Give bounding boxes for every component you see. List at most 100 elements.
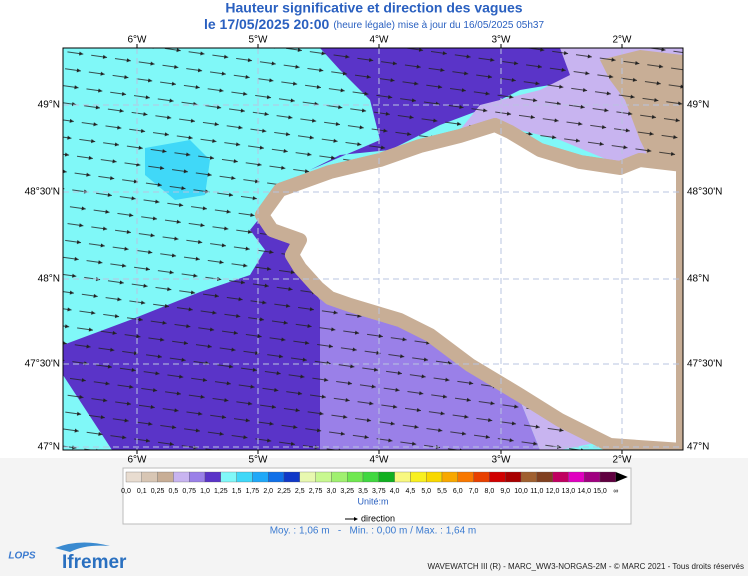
color-swatch	[157, 471, 174, 483]
scale-label: 14,0	[577, 488, 591, 495]
map	[63, 48, 683, 450]
credits: WAVEWATCH III (R) - MARC_WW3-NORGAS-2M -…	[428, 562, 744, 571]
color-swatch	[283, 471, 300, 483]
ifremer-logo: Ifremer	[62, 552, 127, 573]
scale-label: 0,0	[121, 488, 131, 495]
lat-label: 48°30'N	[25, 187, 60, 198]
lat-label: 47°30'N	[25, 359, 60, 370]
lat-label: 47°N	[38, 442, 60, 453]
scale-label: 0,75	[182, 488, 196, 495]
color-swatch	[204, 471, 221, 483]
scale-label: 7,0	[469, 488, 479, 495]
unit: Unité:m	[357, 496, 388, 506]
scale-label: 11,0	[530, 488, 543, 495]
lat-label: 48°N	[687, 274, 709, 285]
map-frame	[62, 47, 684, 451]
scale-label: 0,5	[169, 488, 179, 495]
color-swatch	[141, 471, 158, 483]
color-swatch	[220, 471, 237, 483]
color-swatch	[426, 471, 443, 483]
color-swatch	[378, 471, 395, 483]
color-swatch	[505, 471, 522, 483]
scale-label: 4,5	[406, 488, 416, 495]
color-swatch	[473, 471, 490, 483]
color-swatch	[331, 471, 348, 483]
lon-label: 6°W	[128, 455, 148, 466]
lon-label: 6°W	[128, 35, 148, 46]
color-swatch	[584, 471, 601, 483]
scale-label: 12,0	[546, 488, 560, 495]
color-swatch	[520, 471, 537, 483]
scale-label: 13,0	[562, 488, 576, 495]
title: Hauteur significative et direction des v…	[225, 0, 522, 16]
scale-label: 3,25	[340, 488, 354, 495]
stats: Moy. : 1,06 m - Min. : 0,00 m / Max. : 1…	[270, 526, 477, 537]
lops-logo: LOPS	[8, 551, 36, 562]
lon-label: 5°W	[249, 35, 269, 46]
lon-label: 2°W	[613, 455, 633, 466]
scale-label: 2,75	[309, 488, 323, 495]
legend: 0,0 0,1 0,25 0,5 0,75 1,0 1,25 1,5 1,75 2,0 2,25 2,…	[121, 471, 628, 495]
lat-label: 47°N	[687, 442, 709, 453]
scale-label: 9,0	[500, 488, 510, 495]
direction-label: direction	[361, 513, 395, 523]
ifremer-swoosh	[55, 542, 110, 552]
scale-label: 1,25	[214, 488, 228, 495]
color-swatch	[173, 471, 190, 483]
color-swatch	[410, 471, 427, 483]
lat-label: 49°N	[687, 100, 709, 111]
color-swatch	[536, 471, 553, 483]
color-swatch	[299, 471, 316, 483]
scale-label: 0,25	[151, 488, 165, 495]
scale-label: 4,0	[390, 488, 400, 495]
color-swatch	[599, 471, 616, 483]
direction-arrow-head	[354, 517, 358, 521]
scale-label: 2,5	[295, 488, 305, 495]
scale-label: 10,0	[514, 488, 528, 495]
lat-label: 48°N	[38, 274, 60, 285]
color-swatch	[394, 471, 411, 483]
scale-label: 3,5	[358, 488, 368, 495]
color-swatch	[268, 471, 285, 483]
subtitle: le 17/05/2025 20:00 (heure légale) mise à…	[204, 16, 544, 32]
graticule: 6°W 6°W 5°W 5°W 4°W 4°W 3°W 3°W 2°W 2°W 49°N 49°N 48…	[25, 35, 723, 466]
lat-label: 48°30'N	[687, 187, 722, 198]
color-swatch	[315, 471, 332, 483]
color-swatch	[347, 471, 364, 483]
color-swatch	[489, 471, 506, 483]
lat-label: 49°N	[38, 100, 60, 111]
color-swatch	[552, 471, 569, 483]
overflow-arrow	[615, 472, 628, 482]
scale-label: 5,5	[437, 488, 447, 495]
scale-label: 2,25	[277, 488, 291, 495]
color-swatch	[362, 471, 379, 483]
lon-label: 2°W	[613, 35, 633, 46]
color-swatch	[441, 471, 458, 483]
lat-label: 47°30'N	[687, 359, 722, 370]
scale-label: 3,75	[372, 488, 386, 495]
scale-label: ∞	[613, 488, 618, 495]
date: le 17/05/2025 20:00	[204, 16, 330, 32]
scale-label: 1,5	[232, 488, 242, 495]
lon-label: 3°W	[492, 35, 512, 46]
lon-label: 4°W	[370, 455, 390, 466]
lon-label: 5°W	[249, 455, 269, 466]
scale-label: 15,0	[593, 488, 607, 495]
scale-label: 0,1	[137, 488, 147, 495]
lon-label: 4°W	[370, 35, 390, 46]
lon-label: 3°W	[492, 455, 512, 466]
update-note: (heure légale) mise à jour du 16/05/2025…	[333, 20, 544, 31]
scale-label: 1,0	[200, 488, 210, 495]
color-swatch	[189, 471, 206, 483]
scale-label: 3,0	[327, 488, 337, 495]
color-swatch	[125, 471, 142, 483]
scale-label: 2,0	[263, 488, 273, 495]
color-swatch	[252, 471, 269, 483]
color-swatch	[568, 471, 585, 483]
scale-label: 5,0	[421, 488, 431, 495]
color-swatch	[236, 471, 253, 483]
scale-label: 8,0	[485, 488, 495, 495]
color-swatch	[457, 471, 474, 483]
